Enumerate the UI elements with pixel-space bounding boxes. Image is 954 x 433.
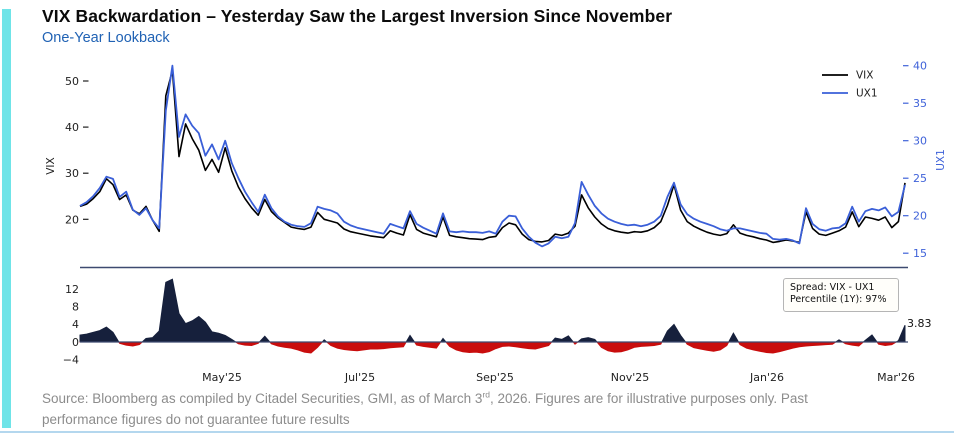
spread-tick-label: −4 [63, 353, 79, 366]
right-tick-label: 15 [913, 247, 927, 260]
right-tick-label: 30 [913, 135, 927, 148]
legend: VIX UX1 [822, 70, 878, 100]
spread-area-positive [79, 278, 906, 342]
footnote-part1: Source: Bloomberg as compiled by Citadel… [42, 391, 483, 406]
source-footnote: Source: Bloomberg as compiled by Citadel… [42, 388, 942, 430]
spread-tick-label: 8 [72, 301, 79, 314]
bottom-divider [0, 431, 954, 433]
right-tick-label: 25 [913, 172, 927, 185]
right-tick-label: 20 [913, 210, 927, 223]
footnote-part2: , 2026. Figures are for illustrative pur… [490, 391, 808, 406]
right-tick-label: 35 [913, 97, 927, 110]
legend-label-ux1: UX1 [856, 88, 878, 100]
x-tick-label: May'25 [202, 371, 242, 384]
x-tick-label: Jul'25 [344, 371, 375, 384]
left-axis-title: VIX [45, 157, 57, 174]
left-tick-label: 40 [65, 121, 79, 134]
chart-title: VIX Backwardation – Yesterday Saw the La… [42, 6, 673, 26]
spread-tick-label: 4 [72, 318, 79, 331]
ux1-line [79, 64, 906, 248]
left-tick-label: 30 [65, 167, 79, 180]
legend-label-vix: VIX [856, 70, 873, 82]
spread-tick-label: 0 [72, 336, 79, 349]
left-tick-label: 50 [65, 75, 79, 88]
spread-area-negative [79, 342, 906, 354]
annotation-line-2: Percentile (1Y): 97% [790, 294, 887, 306]
x-tick-label: Nov'25 [611, 371, 650, 384]
right-tick-label: 40 [913, 60, 927, 73]
footnote-line2: performance figures do not guarantee fut… [42, 412, 350, 427]
right-axis-title: UX1 [935, 149, 947, 171]
left-tick-label: 20 [65, 213, 79, 226]
x-tick-label: Mar'26 [877, 371, 915, 384]
annotation-line-1: Spread: VIX - UX1 [790, 282, 875, 293]
footnote-ordinal: rd [482, 389, 490, 400]
x-tick-label: Jan'26 [749, 371, 784, 384]
left-accent-bar [2, 9, 11, 428]
chart-subtitle: One-Year Lookback [42, 30, 170, 46]
spread-annotation-box: Spread: VIX - UX1 Percentile (1Y): 97% [783, 278, 899, 312]
spread-tick-label: 12 [65, 283, 79, 296]
x-tick-label: Sep'25 [476, 371, 514, 384]
top-panel-axes: 20 30 40 50 15 20 25 30 35 40 [65, 60, 927, 261]
last-spread-value-label: 3.83 [907, 317, 932, 330]
vix-line [79, 69, 906, 244]
